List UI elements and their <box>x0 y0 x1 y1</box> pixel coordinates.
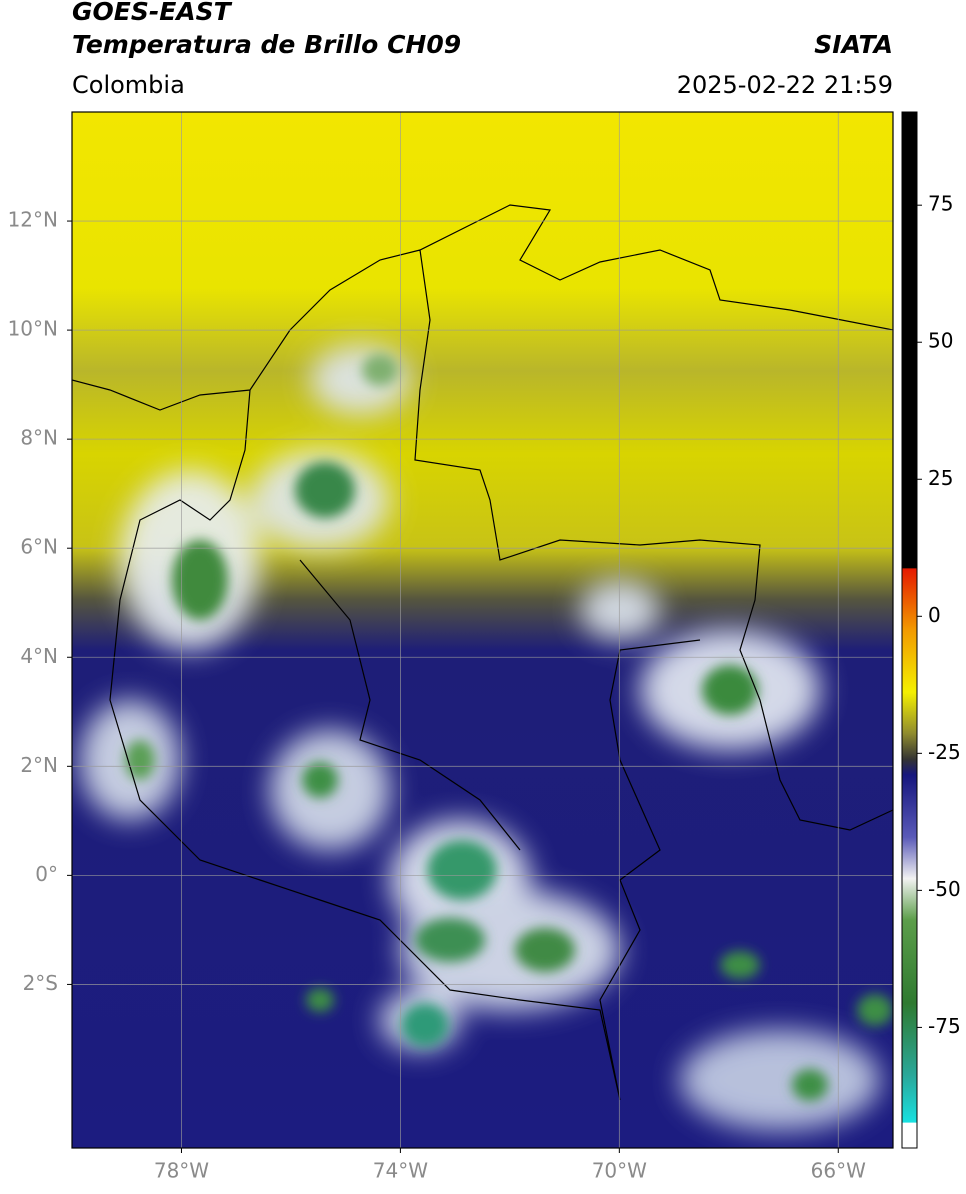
y-tick-label: 8°N <box>20 426 58 450</box>
y-tick-label: 10°N <box>8 317 58 341</box>
map-frame <box>71 111 894 1149</box>
colorbar <box>901 111 918 1149</box>
x-tick-label: 78°W <box>154 1159 209 1183</box>
x-tick-label: 66°W <box>811 1159 866 1183</box>
y-tick-label: 2°S <box>23 971 58 995</box>
timestamp: 2025-02-22 21:59 <box>677 71 893 99</box>
satellite-image <box>72 112 893 1148</box>
satellite: GOES-EAST <box>72 0 233 26</box>
colorbar-label: 50 <box>928 329 953 353</box>
colorbar-label: -25 <box>928 740 961 764</box>
region: Colombia <box>72 71 185 99</box>
colorbar-label: 25 <box>928 466 953 490</box>
y-tick-label: 12°N <box>8 208 58 232</box>
colorbar-label: 75 <box>928 192 953 216</box>
y-tick-label: 4°N <box>20 644 58 668</box>
colorbar-label: -75 <box>928 1014 961 1038</box>
product: Temperatura de Brillo CH09 <box>72 30 461 59</box>
agency: SIATA <box>814 30 893 59</box>
y-tick-label: 6°N <box>20 535 58 559</box>
y-tick-label: 2°N <box>20 753 58 777</box>
y-tick-label: 0° <box>35 862 58 886</box>
x-tick-label: 70°W <box>592 1159 647 1183</box>
x-tick-label: 74°W <box>373 1159 428 1183</box>
colorbar-label: -50 <box>928 877 961 901</box>
colorbar-label: 0 <box>928 603 941 627</box>
